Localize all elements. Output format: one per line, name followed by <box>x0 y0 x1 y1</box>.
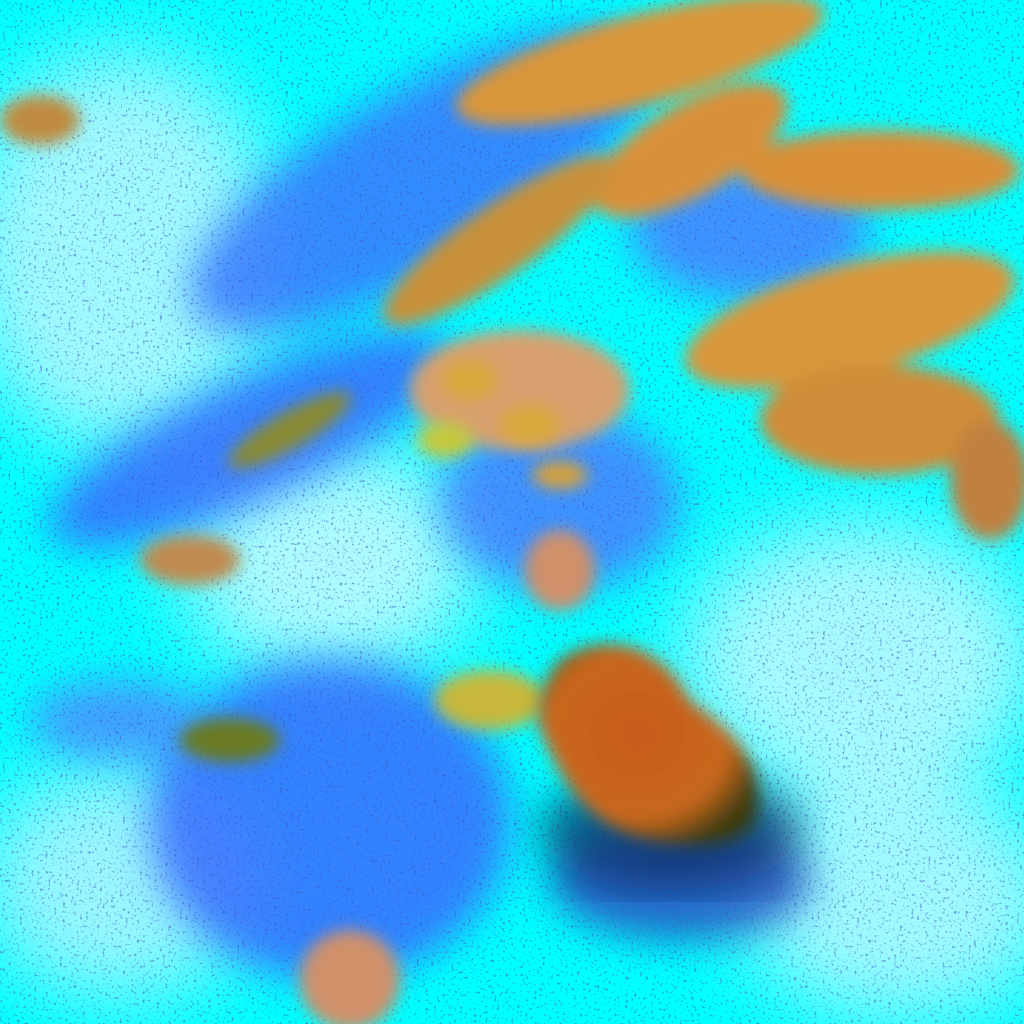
storm-system <box>537 643 800 890</box>
yellow-convective-cells <box>417 360 588 730</box>
storm-cloud-top <box>537 643 759 845</box>
